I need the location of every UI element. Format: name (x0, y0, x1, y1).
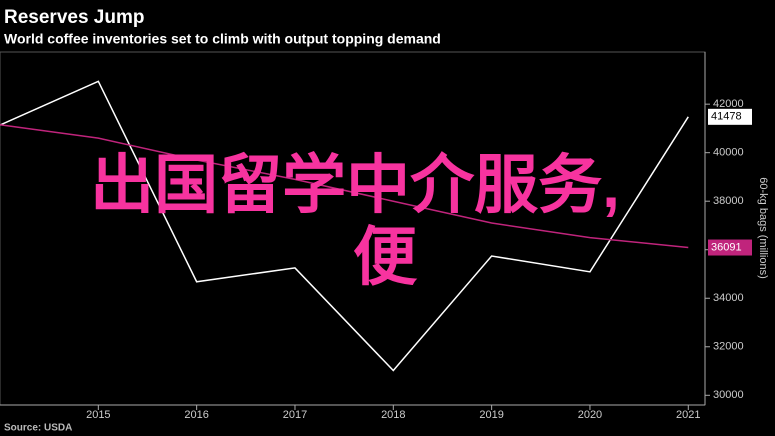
value-label-box (708, 108, 752, 125)
y-tick-label: 42000 (713, 98, 744, 110)
y-axis-label: 60-kg bags (millions) (757, 177, 769, 278)
source: Source: USDA (4, 423, 72, 434)
value-label-box (708, 239, 752, 256)
x-tick-label: 2017 (283, 409, 307, 421)
overlay-text: 便 (353, 221, 418, 293)
value-label: 41478 (711, 111, 742, 123)
chart-subtitle: World coffee inventories set to climb wi… (4, 31, 441, 47)
y-tick-label: 32000 (713, 341, 744, 353)
y-tick-label: 30000 (713, 389, 744, 401)
x-tick-label: 2016 (184, 409, 208, 421)
x-tick-label: 2021 (676, 409, 700, 421)
data-line (0, 80, 689, 372)
x-tick-label: 2018 (381, 409, 405, 421)
x-tick-label: 2020 (578, 409, 602, 421)
y-tick-label: 38000 (713, 195, 744, 207)
overlay-text: 出国留学中介服务, (90, 149, 620, 221)
y-tick-label: 40000 (713, 147, 744, 159)
x-tick-label: 2019 (479, 409, 503, 421)
y-tick-label: 34000 (713, 292, 744, 304)
value-label: 36091 (711, 241, 742, 253)
data-line (0, 124, 689, 249)
x-tick-label: 2015 (86, 409, 110, 421)
chart-title: Reserves Jump (4, 7, 144, 28)
